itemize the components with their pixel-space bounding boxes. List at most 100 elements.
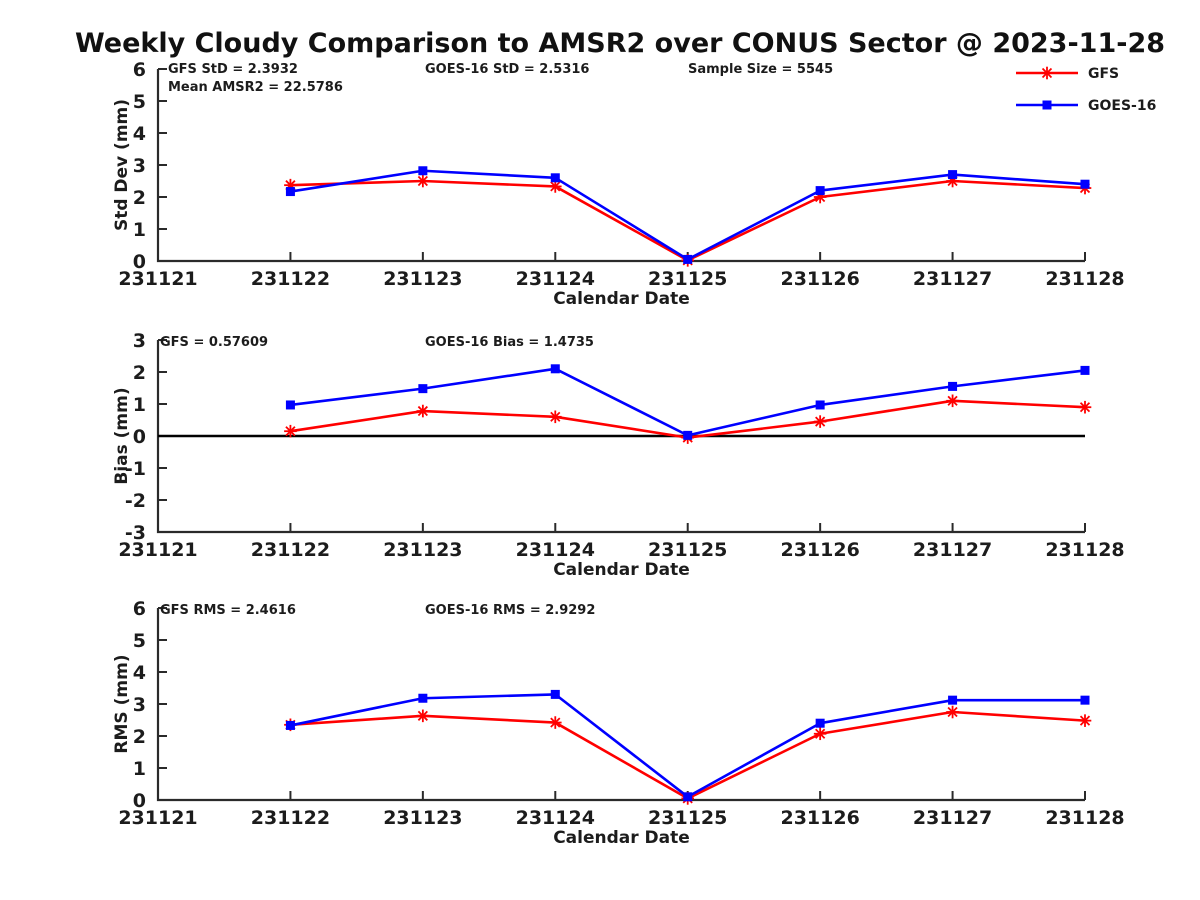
x-tick-label: 231121: [118, 807, 197, 829]
y-tick-label: 0: [133, 251, 146, 273]
y-tick-label: -3: [125, 522, 146, 544]
goes16-marker: [815, 718, 825, 728]
goes16-marker: [683, 430, 693, 440]
goes16-marker: [948, 170, 958, 180]
y-tick-label: -1: [125, 458, 146, 480]
stat-annotation: GOES-16 StD = 2.5316: [425, 62, 589, 77]
gfs-marker: [1078, 714, 1092, 727]
x-tick-label: 231124: [516, 268, 595, 290]
x-tick-label: 231127: [913, 268, 992, 290]
goes16-line: [290, 693, 1085, 799]
goes16-marker: [550, 173, 560, 183]
y-tick-label: 3: [133, 330, 146, 352]
goes16-marker: [550, 364, 560, 374]
stat-annotation: Sample Size = 5545: [688, 62, 833, 77]
goes16-marker: [1080, 179, 1090, 189]
gfs-marker: [1078, 400, 1092, 414]
goes16-marker: [285, 720, 295, 730]
gfs-marker: [946, 705, 959, 719]
legend: GFS GOES-16: [1016, 66, 1156, 114]
x-tick-label: 231122: [251, 807, 330, 829]
x-tick-label: 231128: [1045, 807, 1124, 829]
x-tick-label: 231121: [118, 268, 197, 290]
stat-annotation: GOES-16 RMS = 2.9292: [425, 603, 595, 618]
stat-annotation: Mean AMSR2 = 22.5786: [168, 80, 343, 95]
legend-gfs-label: GFS: [1088, 66, 1119, 82]
y-tick-label: 0: [133, 426, 146, 448]
gfs-marker: [416, 404, 430, 418]
axes-spines: [156, 608, 1085, 802]
y-tick-label: 3: [133, 694, 146, 716]
subplot-std-dev: 0 1 2 3 4 5 6 231121 231122 231123 231124 231125 231…: [112, 59, 1125, 309]
legend-goes16-label: GOES-16: [1088, 98, 1156, 114]
goes16-marker: [683, 792, 693, 802]
goes16-marker: [418, 166, 428, 176]
legend-goes16-marker: [1042, 100, 1052, 110]
goes16-marker: [285, 187, 295, 197]
goes16-marker: [418, 693, 428, 703]
stat-annotation: GFS = 0.57609: [160, 335, 268, 350]
goes16-marker: [815, 400, 825, 410]
y-axis-label: RMS (mm): [112, 654, 132, 753]
goes16-marker: [550, 689, 560, 699]
gfs-marker: [813, 727, 827, 741]
goes16-marker: [683, 254, 693, 264]
stat-annotation: GFS StD = 2.3932: [168, 62, 298, 77]
x-tick-label: 231127: [913, 539, 992, 561]
y-axis-label: Std Dev (mm): [112, 99, 132, 231]
goes16-marker: [948, 381, 958, 391]
x-axis-label: Calendar Date: [553, 560, 690, 580]
goes16-marker: [1080, 695, 1090, 705]
gfs-marker: [946, 394, 959, 408]
goes16-marker: [948, 695, 958, 705]
gfs-marker: [548, 180, 562, 193]
axes-spines: [156, 69, 1085, 263]
goes16-marker: [285, 400, 295, 410]
x-tick-label: 231125: [648, 807, 727, 829]
y-axis-label: Bias (mm): [112, 387, 132, 484]
x-tick-label: 231127: [913, 807, 992, 829]
x-tick-label: 231124: [516, 539, 595, 561]
x-axis-label: Calendar Date: [553, 289, 690, 309]
x-tick-label: 231122: [251, 268, 330, 290]
chart-title: Weekly Cloudy Comparison to AMSR2 over C…: [74, 28, 1166, 59]
y-tick-label: 6: [133, 598, 146, 620]
goes16-marker: [1080, 365, 1090, 375]
subplot-bias: -3 -2 -1 0 1 2 3 231121 231122 231123 231124 231125…: [112, 330, 1125, 580]
x-tick-label: 231128: [1045, 539, 1124, 561]
x-tick-label: 231128: [1045, 268, 1124, 290]
subplot-rms: 0 1 2 3 4 5 6 231121 231122 231123 231124 231125 231…: [112, 598, 1125, 848]
legend-gfs-marker: [1040, 66, 1054, 80]
gfs-marker: [416, 174, 430, 188]
y-tick-label: 2: [133, 726, 146, 748]
gfs-marker: [548, 410, 562, 424]
stat-annotation: GFS RMS = 2.4616: [160, 603, 296, 618]
y-tick-label: 4: [133, 123, 146, 145]
x-tick-label: 231121: [118, 539, 197, 561]
x-tick-label: 231124: [516, 807, 595, 829]
x-tick-label: 231126: [780, 268, 859, 290]
gfs-marker: [813, 415, 827, 428]
y-tick-label: 2: [133, 187, 146, 209]
y-tick-label: 5: [133, 91, 146, 113]
y-tick-label: 3: [133, 155, 146, 177]
gfs-marker: [284, 424, 297, 438]
x-tick-label: 231123: [383, 539, 462, 561]
y-tick-label: 0: [133, 790, 146, 812]
gfs-marker: [416, 709, 430, 723]
y-tick-label: 6: [133, 59, 146, 81]
y-tick-label: 1: [133, 219, 146, 241]
y-tick-label: 4: [133, 662, 146, 684]
gfs-line: [290, 179, 1086, 262]
stat-annotation: GOES-16 Bias = 1.4735: [425, 335, 594, 350]
y-tick-label: -2: [125, 490, 146, 512]
goes16-marker: [418, 384, 428, 394]
x-tick-label: 231125: [648, 268, 727, 290]
x-tick-label: 231122: [251, 539, 330, 561]
goes16-line: [290, 169, 1086, 261]
y-tick-label: 1: [133, 758, 146, 780]
y-tick-label: 5: [133, 630, 146, 652]
x-tick-label: 231123: [383, 807, 462, 829]
